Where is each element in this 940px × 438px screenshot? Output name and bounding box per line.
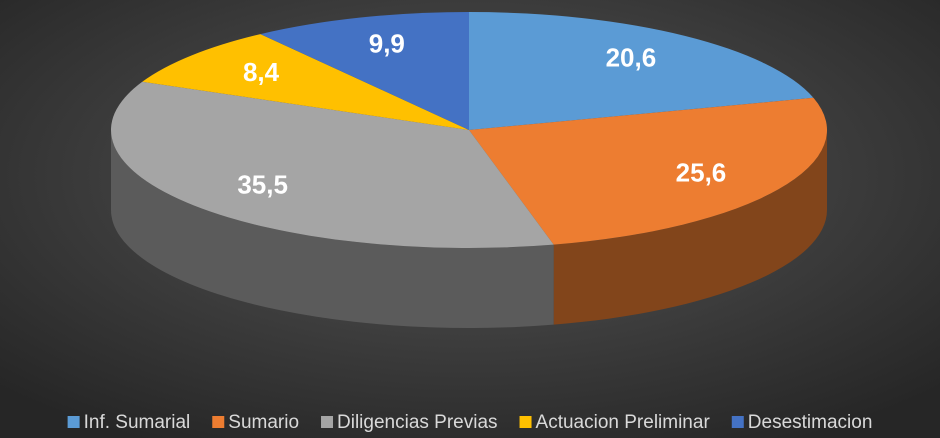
legend-swatch — [321, 416, 334, 428]
slice — [142, 34, 469, 130]
legend-label: Inf. Sumarial — [84, 412, 191, 433]
legend-swatch — [212, 416, 225, 428]
data-label: 35,5 — [237, 170, 288, 200]
legend-label: Diligencias Previas — [337, 412, 498, 433]
slice — [469, 97, 827, 245]
legend-label: Desestimacion — [748, 412, 873, 433]
legend-label: Sumario — [228, 412, 299, 433]
slice — [260, 11, 469, 130]
data-label: 20,6 — [606, 42, 657, 72]
data-label: 8,4 — [243, 57, 280, 87]
data-label: 9,9 — [369, 29, 405, 59]
slice-side — [111, 130, 554, 328]
legend-label: Actuacion Preliminar — [536, 412, 711, 433]
legend-swatch — [731, 416, 744, 428]
data-label: 25,6 — [676, 157, 727, 187]
legend-swatch — [67, 416, 80, 428]
slice — [469, 12, 814, 130]
legend-swatch — [519, 416, 532, 428]
slice-side — [553, 130, 827, 325]
slice — [110, 81, 554, 248]
